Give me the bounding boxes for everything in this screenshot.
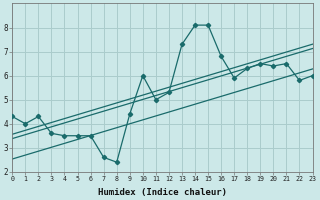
X-axis label: Humidex (Indice chaleur): Humidex (Indice chaleur) (98, 188, 227, 197)
